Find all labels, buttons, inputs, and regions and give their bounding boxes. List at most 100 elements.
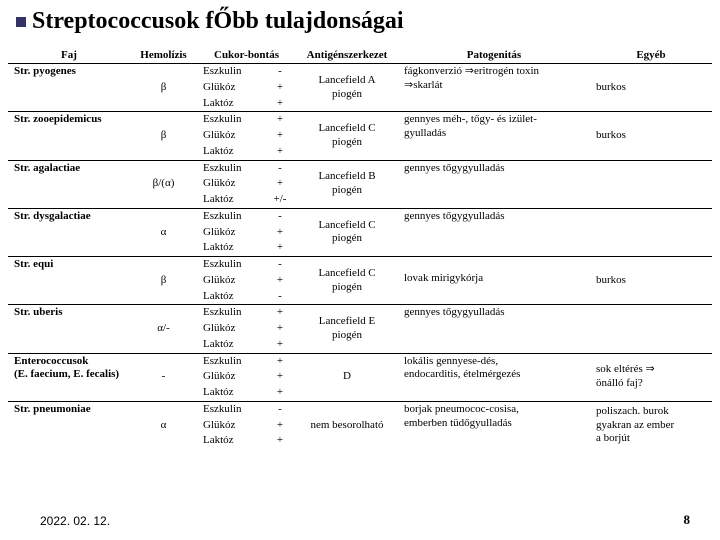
col-hemo: Hemolízis (130, 47, 197, 64)
sugar-sign: - (264, 64, 296, 80)
sugar-sign: + (264, 80, 296, 96)
antigen-cell: nem besorolható (296, 401, 398, 449)
table-row: Str. equiβEszkulin-Lancefield Cpiogénlov… (8, 257, 712, 273)
antigen-cell: Lancefield Epiogén (296, 305, 398, 353)
sugar-sign: + (264, 418, 296, 434)
pathogenicity-cell: gennyes méh-, tőgy- és izület-gyulladás (398, 112, 590, 160)
species-cell: Enterococcusok(E. faecium, E. fecalis) (8, 353, 130, 401)
sugar-name: Laktóz (197, 289, 264, 305)
title-text: Streptococcusok fŐbb tulajdonságai (32, 8, 404, 34)
sugar-sign: + (264, 305, 296, 321)
table-row: Str. agalactiaeβ/(α)Eszkulin-Lancefield … (8, 160, 712, 176)
pathogenicity-cell: borjak pneumococ-cosisa,emberben tüdőgyu… (398, 401, 590, 449)
species-cell: Str. dysgalactiae (8, 208, 130, 256)
sugar-sign: - (264, 208, 296, 224)
other-cell (590, 160, 712, 208)
species-cell: Str. equi (8, 257, 130, 305)
antigen-cell: D (296, 353, 398, 401)
sugar-sign: - (264, 257, 296, 273)
sugar-sign: - (264, 289, 296, 305)
sugar-name: Glükóz (197, 321, 264, 337)
antigen-cell: Lancefield Cpiogén (296, 208, 398, 256)
sugar-sign: + (264, 433, 296, 449)
footer-page: 8 (684, 512, 691, 528)
hemolysis-cell: β (130, 112, 197, 160)
other-cell (590, 208, 712, 256)
hemolysis-cell: α (130, 401, 197, 449)
sugar-name: Glükóz (197, 80, 264, 96)
sugar-name: Laktóz (197, 385, 264, 401)
table-row: Str. uberisα/-Eszkulin+Lancefield Epiogé… (8, 305, 712, 321)
sugar-name: Laktóz (197, 240, 264, 256)
hemolysis-cell: α (130, 208, 197, 256)
sugar-name: Laktóz (197, 337, 264, 353)
species-cell: Str. uberis (8, 305, 130, 353)
table-body: Str. pyogenesβEszkulin-Lancefield Apiogé… (8, 64, 712, 450)
species-cell: Str. pyogenes (8, 64, 130, 112)
sugar-sign: + (264, 128, 296, 144)
sugar-name: Eszkulin (197, 257, 264, 273)
sugar-name: Eszkulin (197, 305, 264, 321)
species-cell: Str. agalactiae (8, 160, 130, 208)
other-cell: sok eltérés ⇒önálló faj? (590, 353, 712, 401)
header-row: Faj Hemolízis Cukor-bontás Antigénszerke… (8, 47, 712, 64)
sugar-name: Laktóz (197, 144, 264, 160)
hemolysis-cell: β (130, 64, 197, 112)
sugar-name: Eszkulin (197, 353, 264, 369)
col-antigen: Antigénszerkezet (296, 47, 398, 64)
other-cell: burkos (590, 64, 712, 112)
pathogenicity-cell: gennyes tőgygyulladás (398, 208, 590, 256)
sugar-name: Glükóz (197, 225, 264, 241)
sugar-sign: + (264, 240, 296, 256)
sugar-name: Laktóz (197, 192, 264, 208)
species-cell: Str. zooepidemicus (8, 112, 130, 160)
sugar-sign: + (264, 321, 296, 337)
sugar-name: Laktóz (197, 96, 264, 112)
other-cell: burkos (590, 112, 712, 160)
col-cukor: Cukor-bontás (197, 47, 296, 64)
sugar-name: Glükóz (197, 176, 264, 192)
sugar-sign: + (264, 385, 296, 401)
sugar-name: Glükóz (197, 128, 264, 144)
sugar-sign: + (264, 273, 296, 289)
sugar-sign: + (264, 176, 296, 192)
col-patho: Patogenitás (398, 47, 590, 64)
antigen-cell: Lancefield Apiogén (296, 64, 398, 112)
species-cell: Str. pneumoniae (8, 401, 130, 449)
sugar-sign: + (264, 112, 296, 128)
streptococcus-table: Faj Hemolízis Cukor-bontás Antigénszerke… (8, 47, 712, 449)
sugar-name: Eszkulin (197, 401, 264, 417)
sugar-sign: +/- (264, 192, 296, 208)
sugar-name: Glükóz (197, 273, 264, 289)
hemolysis-cell: - (130, 353, 197, 401)
sugar-sign: + (264, 369, 296, 385)
table-row: Str. pneumoniaeαEszkulin-nem besorolható… (8, 401, 712, 417)
sugar-sign: + (264, 225, 296, 241)
pathogenicity-cell: fágkonverzió ⇒eritrogén toxin⇒skarlát (398, 64, 590, 112)
other-cell (590, 305, 712, 353)
antigen-cell: Lancefield Bpiogén (296, 160, 398, 208)
sugar-name: Eszkulin (197, 160, 264, 176)
pathogenicity-cell: lovak mirigykórja (398, 257, 590, 305)
table-row: Enterococcusok(E. faecium, E. fecalis)-E… (8, 353, 712, 369)
sugar-sign: - (264, 401, 296, 417)
col-faj: Faj (8, 47, 130, 64)
pathogenicity-cell: lokális gennyese-dés,endocarditis, ételm… (398, 353, 590, 401)
page-title: Streptococcusok fŐbb tulajdonságai (0, 0, 720, 39)
sugar-sign: - (264, 160, 296, 176)
other-cell: poliszach. burokgyakran az embera borjút (590, 401, 712, 449)
table-row: Str. pyogenesβEszkulin-Lancefield Apiogé… (8, 64, 712, 80)
footer-date: 2022. 02. 12. (40, 514, 110, 528)
bullet-icon (16, 17, 26, 27)
table-row: Str. zooepidemicusβEszkulin+Lancefield C… (8, 112, 712, 128)
antigen-cell: Lancefield Cpiogén (296, 112, 398, 160)
sugar-name: Eszkulin (197, 208, 264, 224)
sugar-name: Eszkulin (197, 112, 264, 128)
pathogenicity-cell: gennyes tőgygyulladás (398, 160, 590, 208)
sugar-sign: + (264, 144, 296, 160)
hemolysis-cell: α/- (130, 305, 197, 353)
sugar-name: Laktóz (197, 433, 264, 449)
sugar-name: Glükóz (197, 369, 264, 385)
antigen-cell: Lancefield Cpiogén (296, 257, 398, 305)
other-cell: burkos (590, 257, 712, 305)
